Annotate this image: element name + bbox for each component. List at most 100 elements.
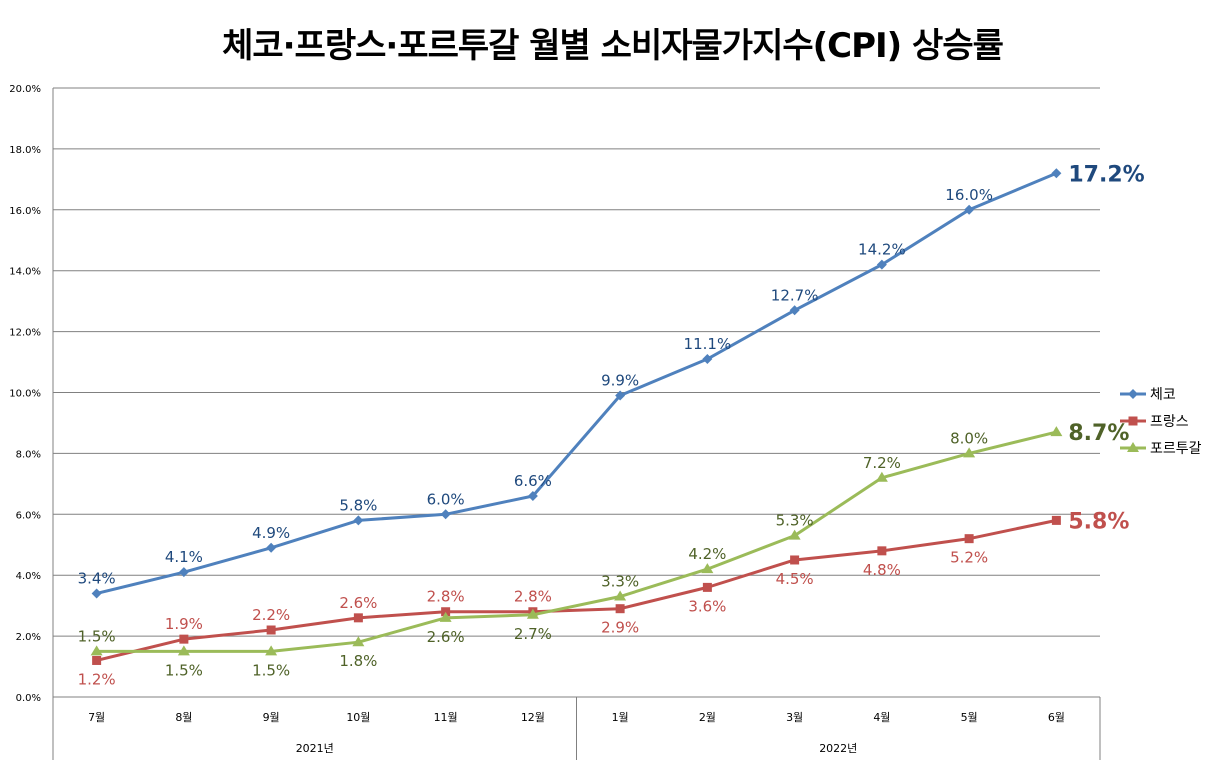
diamond-marker: [440, 509, 451, 520]
series-line: [96, 518, 1057, 662]
data-label: 3.6%: [688, 597, 726, 615]
legend-label: 체코: [1150, 387, 1176, 403]
end-value-label: 8.7%: [1068, 421, 1129, 446]
square-marker: [964, 534, 974, 544]
diamond-marker: [789, 305, 800, 316]
x-tick-label: 4월: [873, 711, 890, 724]
square-marker: [266, 625, 276, 635]
legend-label: 프랑스: [1150, 414, 1189, 430]
y-tick-label: 2.0%: [16, 632, 41, 643]
data-label: 3.4%: [78, 569, 116, 587]
data-label: 2.8%: [427, 588, 465, 606]
y-tick-label: 6.0%: [16, 510, 41, 521]
y-tick-label: 14.0%: [9, 267, 41, 278]
diamond-marker: [353, 515, 364, 526]
x-tick-label: 9월: [263, 711, 280, 724]
diamond-marker: [615, 390, 626, 401]
triangle-marker: [1050, 426, 1063, 437]
data-label: 1.5%: [252, 661, 290, 679]
data-label: 2.9%: [601, 619, 639, 637]
y-tick-label: 4.0%: [16, 571, 41, 582]
diamond-marker: [527, 491, 538, 502]
diamond-marker: [964, 204, 975, 215]
triangle-marker: [177, 645, 190, 656]
x-tick-label: 7월: [88, 711, 105, 724]
y-tick-label: 16.0%: [9, 206, 41, 217]
data-label: 5.3%: [776, 512, 814, 530]
triangle-marker: [526, 608, 539, 619]
triangle-marker: [265, 645, 278, 656]
triangle-marker: [788, 529, 801, 540]
diamond-marker: [1051, 168, 1062, 179]
end-value-label: 17.2%: [1068, 162, 1144, 187]
legend-label: 포르투갈: [1150, 441, 1202, 457]
square-marker: [790, 555, 800, 565]
data-label: 4.5%: [776, 570, 814, 588]
data-label: 1.5%: [78, 627, 116, 645]
square-marker: [877, 546, 887, 556]
y-tick-label: 20.0%: [9, 84, 41, 95]
data-label: 5.2%: [950, 549, 988, 567]
square-marker: [353, 613, 363, 623]
data-label: 5.8%: [339, 496, 377, 514]
data-label: 4.2%: [688, 545, 726, 563]
triangle-marker: [701, 563, 714, 574]
data-labels: 3.4% 4.1% 4.9% 5.8% 6.0% 6.6% 9.9% 11.1% 12.7% 14…: [78, 162, 1145, 688]
data-label: 2.6%: [339, 594, 377, 612]
data-label: 4.1%: [165, 548, 203, 566]
x-tick-label: 10월: [346, 711, 370, 724]
data-label: 1.2%: [78, 670, 116, 688]
diamond-marker: [702, 354, 713, 365]
x-tick-label: 8월: [175, 711, 192, 724]
data-label: 7.2%: [863, 454, 901, 472]
square-marker: [1051, 515, 1061, 525]
x-tick-label: 11월: [434, 711, 458, 724]
y-tick-label: 8.0%: [16, 449, 41, 460]
y-tick-label: 10.0%: [9, 389, 41, 400]
data-label: 14.2%: [858, 241, 906, 259]
data-label: 2.8%: [514, 588, 552, 606]
square-marker: [1128, 416, 1138, 426]
data-label: 11.1%: [684, 335, 732, 353]
triangle-marker: [1127, 442, 1139, 452]
data-label: 8.0%: [950, 429, 988, 447]
triangle-marker: [90, 645, 103, 656]
x-tick-label: 3월: [786, 711, 803, 724]
year-label: 2022년: [819, 742, 857, 755]
square-marker: [702, 582, 712, 592]
x-tick-label: 5월: [961, 711, 978, 724]
axes: 0.0% 2.0% 4.0% 6.0% 8.0% 10.0% 12.0% 14.0% 16.0%…: [9, 84, 1101, 760]
square-marker: [615, 604, 625, 614]
diamond-marker: [876, 259, 887, 270]
data-label: 16.0%: [945, 186, 993, 204]
data-label: 2.7%: [514, 625, 552, 643]
diamond-marker: [91, 588, 102, 599]
end-value-label: 5.8%: [1068, 509, 1129, 534]
diamond-marker: [178, 567, 189, 578]
square-marker: [441, 607, 451, 617]
triangle-marker: [963, 447, 976, 458]
x-tick-label: 6월: [1048, 711, 1065, 724]
series-lines: [90, 168, 1063, 665]
triangle-marker: [352, 636, 365, 647]
chart-title: 체코·프랑스·포르투갈 월별 소비자물가지수(CPI) 상승률: [222, 26, 1004, 66]
gridlines: [53, 87, 1100, 698]
y-tick-label: 0.0%: [16, 693, 41, 704]
x-tick-label: 1월: [612, 711, 629, 724]
data-label: 4.8%: [863, 561, 901, 579]
y-tick-label: 18.0%: [9, 145, 41, 156]
data-label: 6.0%: [427, 490, 465, 508]
diamond-marker: [266, 542, 277, 553]
data-label: 9.9%: [601, 372, 639, 390]
diamond-marker: [1128, 389, 1138, 399]
square-marker: [179, 634, 189, 644]
data-label: 12.7%: [771, 286, 819, 304]
data-label: 4.9%: [252, 524, 290, 542]
triangle-marker: [614, 590, 627, 601]
data-label: 1.9%: [165, 615, 203, 633]
data-label: 1.8%: [339, 652, 377, 670]
triangle-marker: [875, 471, 888, 482]
triangle-marker: [439, 611, 452, 622]
